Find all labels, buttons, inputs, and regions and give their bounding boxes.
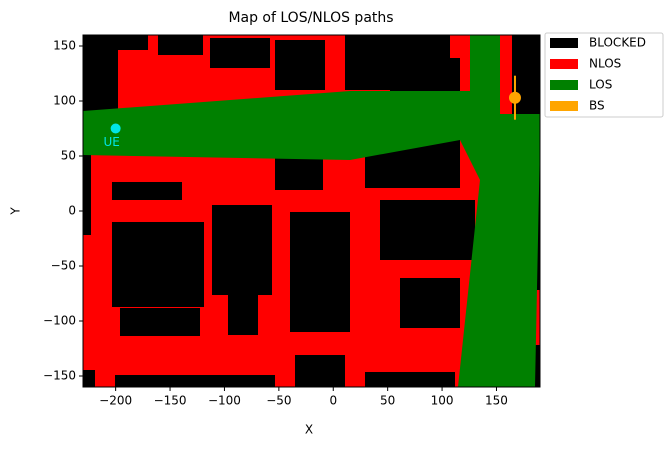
point bbox=[110, 123, 121, 134]
y-tick-label: −50 bbox=[51, 259, 76, 273]
legend-swatch bbox=[550, 80, 578, 90]
y-axis-label: Y bbox=[9, 207, 23, 216]
x-tick-label: 50 bbox=[380, 394, 395, 408]
point bbox=[508, 91, 521, 104]
x-tick-label: 0 bbox=[329, 394, 337, 408]
x-tick-label: −50 bbox=[266, 394, 291, 408]
legend-label: LOS bbox=[589, 78, 612, 92]
legend bbox=[544, 32, 664, 118]
y-tick-label: −150 bbox=[43, 369, 76, 383]
x-tick-label: −100 bbox=[208, 394, 241, 408]
y-tick-label: 50 bbox=[61, 149, 76, 163]
legend-label: NLOS bbox=[589, 57, 621, 71]
legend-label: BS bbox=[589, 99, 605, 113]
point-label: UE bbox=[103, 135, 119, 149]
chart-title: Map of LOS/NLOS paths bbox=[228, 10, 393, 26]
x-axis-label: X bbox=[305, 423, 313, 437]
x-tick-label: 100 bbox=[431, 394, 454, 408]
y-tick-label: 0 bbox=[68, 204, 76, 218]
legend-swatch bbox=[550, 59, 578, 69]
y-tick-label: 100 bbox=[53, 94, 76, 108]
los-area bbox=[83, 35, 540, 387]
legend-swatch bbox=[550, 38, 578, 48]
x-tick-label: −200 bbox=[99, 394, 132, 408]
y-tick-label: 150 bbox=[53, 39, 76, 53]
map bbox=[83, 35, 540, 387]
legend-label: BLOCKED bbox=[589, 36, 646, 50]
x-tick-label: 150 bbox=[485, 394, 508, 408]
blocked-areas bbox=[83, 35, 540, 387]
y-tick-label: −100 bbox=[43, 314, 76, 328]
x-tick-label: −150 bbox=[154, 394, 187, 408]
legend-swatch bbox=[550, 101, 578, 111]
